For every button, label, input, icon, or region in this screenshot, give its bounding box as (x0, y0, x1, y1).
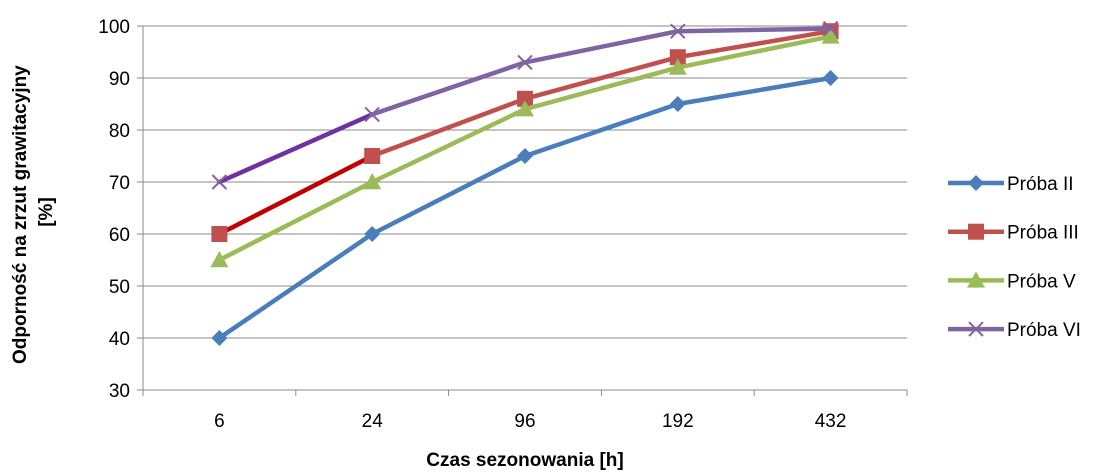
series-1-point-0 (211, 330, 228, 346)
series-4-point-0 (211, 174, 228, 190)
series-1-segment-2 (522, 101, 681, 159)
series-2-point-1 (364, 148, 381, 164)
chart-legend: Próba II Próba III Próba V Próba VI (948, 174, 1081, 341)
x-tick-label-6: 6 (214, 411, 225, 432)
series-2-segment-2 (522, 54, 681, 102)
x-tick-label-192: 192 (662, 411, 694, 432)
legend-label-3: Próba V (1007, 271, 1076, 292)
series-1-segment-3 (675, 75, 833, 107)
legend-marker-2 (968, 223, 984, 240)
x-tick-label-24: 24 (362, 411, 384, 432)
series-1-segment-1 (369, 153, 528, 237)
series-3 (210, 27, 840, 268)
series-3-point-1 (363, 173, 382, 190)
legend-item-2: Próba III (948, 223, 1079, 244)
series-3-segment-3 (675, 34, 833, 70)
legend-label-1: Próba II (1007, 174, 1074, 195)
y-tick-label-100: 100 (98, 17, 130, 38)
chart-axes (137, 25, 908, 396)
series-2-point-0 (211, 226, 228, 242)
x-tick-label-96: 96 (514, 411, 535, 432)
y-axis-title-line-2: [%] (36, 197, 57, 227)
legend-label-2: Próba III (1007, 223, 1079, 244)
series-4-segment-2 (522, 28, 681, 65)
series-1-point-4 (822, 70, 839, 86)
legend-item-3: Próba V (948, 271, 1076, 292)
series-4-segment-1 (369, 60, 528, 117)
series-1-point-3 (669, 96, 686, 112)
series-3-point-0 (210, 251, 229, 268)
series-4-point-4-stroke-2 (822, 20, 839, 37)
y-tick-label-80: 80 (109, 121, 130, 142)
series-4-point-1 (364, 106, 380, 123)
series-4-point-1-stroke-2 (364, 106, 380, 123)
legend-marker-3 (967, 271, 985, 288)
legend-marker-4 (968, 321, 984, 337)
legend-marker-4-stroke-2 (968, 321, 984, 337)
series-1-point-2 (517, 148, 533, 164)
series-4-point-3-stroke-2 (670, 23, 686, 39)
series-2-point-3 (669, 49, 686, 66)
series-3-point-3 (668, 58, 687, 75)
series-3-point-4 (821, 27, 840, 44)
y-tick-label-70: 70 (109, 173, 130, 194)
series-3-point-2 (516, 100, 534, 117)
series-1-segment-0 (217, 231, 375, 341)
series-4 (211, 20, 839, 190)
legend-item-1: Próba II (948, 174, 1074, 195)
series-4-point-3 (670, 23, 686, 39)
y-tick-label-40: 40 (109, 329, 130, 350)
series-1-point-1 (364, 226, 381, 242)
series-2-point-2 (517, 90, 533, 107)
y-axis-title: Odporność na zrzut grawitacyjny [%] (10, 60, 57, 364)
series-3-segment-1 (369, 106, 528, 185)
y-axis-title-line-1: Odporność na zrzut grawitacyjny (10, 65, 31, 364)
legend-item-4: Próba VI (948, 320, 1081, 341)
chart-series (210, 20, 840, 346)
series-4-point-4 (822, 20, 839, 37)
series-2-segment-0 (217, 153, 375, 237)
series-2 (211, 23, 839, 242)
series-4-segment-0 (217, 112, 375, 185)
series-3-segment-2 (522, 65, 681, 112)
series-2-segment-1 (369, 96, 528, 159)
series-2-segment-3 (675, 28, 833, 60)
chart-gridlines (143, 25, 907, 339)
series-4-point-2-stroke-2 (517, 54, 533, 71)
series-3-segment-0 (217, 179, 375, 263)
chart-tick-labels: 30 40 50 60 70 80 90 100 6 24 96 192 432 (98, 17, 846, 432)
y-tick-label-30: 30 (109, 381, 130, 402)
y-tick-label-90: 90 (109, 69, 130, 90)
y-tick-label-60: 60 (109, 225, 130, 246)
series-4-segment-3 (675, 26, 833, 34)
series-4-point-2 (517, 54, 533, 71)
legend-label-4: Próba VI (1007, 320, 1081, 341)
x-axis-title: Czas sezonowania [h] (426, 450, 623, 471)
series-4-point-0-stroke-2 (211, 174, 228, 190)
legend-marker-1 (968, 175, 984, 191)
y-tick-label-50: 50 (109, 277, 130, 298)
series-1 (211, 70, 839, 346)
x-tick-label-432: 432 (815, 411, 847, 432)
